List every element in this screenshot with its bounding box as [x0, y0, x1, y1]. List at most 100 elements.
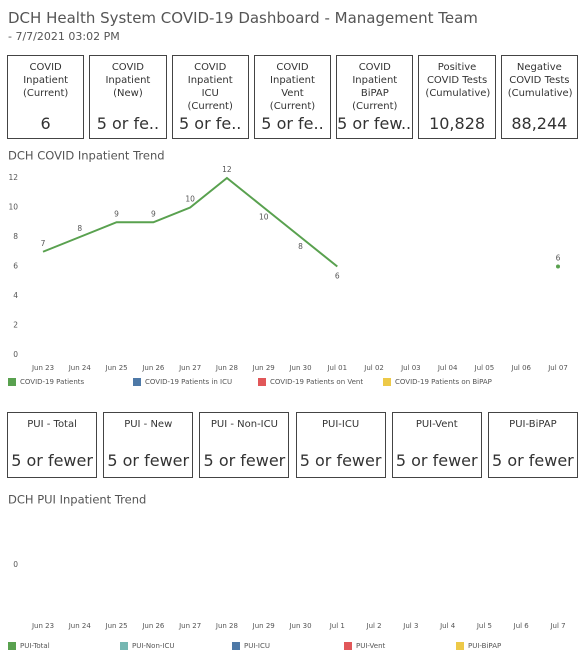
x-tick-label: Jul 04 — [437, 364, 458, 372]
legend-label: COVID-19 Patients on BiPAP — [395, 378, 492, 386]
card-value: 5 or fewer — [395, 451, 478, 470]
x-tick-label: Jul 05 — [474, 364, 495, 372]
x-tick-label: Jun 28 — [215, 364, 238, 372]
title: DCH Health System COVID-19 Dashboard - M… — [8, 9, 478, 27]
legend-swatch — [232, 642, 240, 650]
card-label: PUI - Non-ICU — [210, 419, 278, 430]
card-value: 5 or fewer — [203, 451, 286, 470]
x-tick-label: Jun 28 — [215, 622, 238, 630]
chart-title: DCH COVID Inpatient Trend — [8, 149, 165, 163]
x-tick-label: Jul 03 — [400, 364, 421, 372]
y-tick-label: 0 — [13, 350, 18, 359]
legend-swatch — [133, 378, 141, 386]
card-label: COVID Inpatient Vent (Current) — [269, 62, 316, 112]
data-label: 10 — [185, 195, 195, 204]
x-tick-label: Jun 25 — [105, 622, 128, 630]
line — [42, 176, 338, 268]
y-tick-label: 12 — [8, 173, 18, 182]
y-tick-label: 2 — [13, 321, 18, 330]
card-value: 5 or fewer — [11, 451, 93, 470]
subtitle: - 7/7/2021 03:02 PM — [8, 30, 120, 43]
legend-swatch — [344, 642, 352, 650]
data-label: 8 — [298, 242, 303, 251]
x-tick-label: Jun 30 — [288, 622, 311, 630]
x-tick-label: Jul 3 — [402, 622, 418, 630]
x-tick-label: Jun 24 — [68, 364, 92, 372]
card-value: 5 or fe.. — [261, 114, 324, 133]
card-value: 5 or fe.. — [179, 114, 242, 133]
x-tick-label: Jul 4 — [439, 622, 456, 630]
data-label: 10 — [259, 213, 269, 222]
card-label: PUI-BiPAP — [509, 419, 557, 430]
data-label: 6 — [335, 272, 340, 281]
card-value: 6 — [40, 114, 51, 133]
data-label: 8 — [77, 224, 82, 233]
card-value: 10,828 — [429, 114, 486, 133]
legend-label: COVID-19 Patients in ICU — [145, 378, 232, 386]
x-tick-label: Jun 24 — [68, 622, 92, 630]
legend-swatch — [8, 378, 16, 386]
card-value: 5 or fe.. — [96, 114, 160, 133]
x-tick-label: Jul 06 — [510, 364, 531, 372]
x-tick-label: Jun 30 — [288, 364, 311, 372]
card-label: COVID Inpatient ICU (Current) — [187, 62, 233, 112]
data-label: 9 — [151, 209, 156, 218]
legend-label: COVID-19 Patients on Vent — [270, 378, 363, 386]
x-tick-label: Jun 27 — [178, 622, 201, 630]
x-tick-label: Jul 02 — [363, 364, 384, 372]
legend-swatch — [120, 642, 128, 650]
card-label: PUI - Total — [27, 419, 77, 430]
y-tick-label: 10 — [8, 203, 18, 212]
x-tick-label: Jul 2 — [366, 622, 382, 630]
data-label: 12 — [222, 165, 232, 174]
card: COVID Inpatient BiPAP (Current) 5 or few.… — [336, 55, 414, 139]
card-label: PUI-Vent — [415, 419, 458, 430]
legend-swatch — [258, 378, 266, 386]
card-label: COVID Inpatient (Current) — [22, 62, 69, 99]
card: Positive COVID Tests (Cumulative) 10,828 — [418, 55, 496, 139]
y-tick-label: 4 — [13, 291, 18, 300]
x-tick-label: Jul 7 — [549, 622, 565, 630]
x-tick-label: Jun 26 — [141, 364, 165, 372]
x-tick-label: Jun 23 — [31, 622, 54, 630]
y-tick-label: 0 — [13, 560, 18, 569]
point — [556, 264, 560, 269]
x-tick-label: Jun 26 — [141, 622, 165, 630]
x-tick-label: Jul 6 — [513, 622, 530, 630]
legend-label: PUI-Vent — [356, 642, 386, 650]
legend-swatch — [456, 642, 464, 650]
card-value: 5 or fewer — [107, 451, 190, 470]
x-tick-label: Jun 25 — [105, 364, 128, 372]
card-label: COVID Inpatient (New) — [105, 62, 151, 99]
legend-label: PUI-BiPAP — [468, 642, 501, 650]
card-label: PUI-ICU — [321, 419, 360, 430]
legend-label: PUI-Non-ICU — [132, 642, 175, 650]
legend-label: PUI-Total — [20, 642, 50, 650]
chart-title: DCH PUI Inpatient Trend — [8, 493, 146, 507]
card: COVID Inpatient (New) 5 or fe.. — [89, 55, 167, 139]
card-label: PUI - New — [124, 419, 173, 430]
x-tick-label: Jul 5 — [476, 622, 492, 630]
card-label: COVID Inpatient BiPAP (Current) — [352, 62, 398, 112]
card-label: Positive COVID Tests (Cumulative) — [425, 62, 491, 99]
legend-label: COVID-19 Patients — [20, 378, 85, 386]
card: PUI-Vent 5 or fewer — [391, 412, 482, 478]
x-tick-label: Jun 29 — [252, 364, 275, 372]
card-value: 5 or fewer — [299, 451, 382, 470]
x-tick-label: Jun 27 — [178, 364, 201, 372]
card: PUI-BiPAP 5 or fewer — [487, 412, 578, 478]
card-value: 88,244 — [511, 114, 568, 133]
x-tick-label: Jun 23 — [31, 364, 54, 372]
card-value: 5 or fewer — [492, 451, 574, 470]
legend-swatch — [383, 378, 391, 386]
legend-swatch — [8, 642, 16, 650]
x-tick-label: Jul 1 — [329, 622, 345, 630]
data-label: 9 — [114, 209, 119, 218]
y-tick-label: 6 — [13, 262, 18, 271]
card: PUI - Total 5 or fewer — [7, 412, 98, 478]
card: COVID Inpatient Vent (Current) 5 or fe.. — [253, 55, 332, 139]
x-tick-label: Jul 07 — [547, 364, 568, 372]
card-value: 5 or few... — [337, 114, 413, 133]
